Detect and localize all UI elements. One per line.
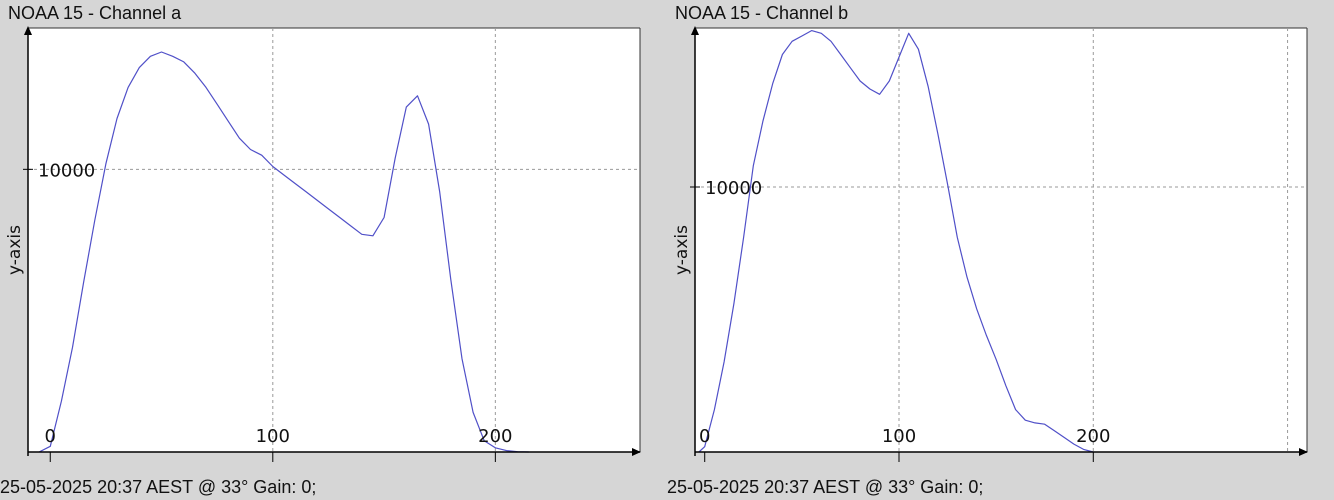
- x-tick-label: 0: [45, 426, 56, 447]
- chart-footer: 25-05-2025 20:37 AEST @ 33° Gain: 0;: [0, 477, 317, 497]
- y-tick-label: 10000: [38, 160, 95, 181]
- y-axis-arrow: [691, 26, 699, 35]
- x-tick-label: 0: [699, 426, 710, 447]
- chart-footer: 25-05-2025 20:37 AEST @ 33° Gain: 0;: [667, 477, 984, 497]
- x-axis-arrow: [632, 448, 641, 456]
- series-line: [38, 51, 529, 453]
- y-axis-label: y-axis: [5, 225, 25, 275]
- chart-panel-b: NOAA 15 - Channel b 0 100 200 10000 y-axis 2…: [667, 0, 1327, 500]
- y-axis-arrow: [24, 26, 32, 35]
- plot-area: [28, 28, 640, 452]
- x-axis-arrow: [1299, 448, 1308, 456]
- x-tick-label: 100: [256, 426, 290, 447]
- x-tick-label: 200: [1076, 426, 1110, 447]
- x-tick-label: 100: [882, 426, 916, 447]
- plot-svg-b: 0 100 200 10000 y-axis: [672, 26, 1308, 462]
- x-tick-label: 200: [478, 426, 512, 447]
- plot-area: [695, 28, 1307, 452]
- chart-title: NOAA 15 - Channel a: [8, 3, 182, 23]
- y-axis-label: y-axis: [672, 225, 692, 275]
- chart-title: NOAA 15 - Channel b: [675, 3, 849, 23]
- plot-svg-a: 0 100 200 10000 y-axis: [5, 26, 641, 462]
- series-line: [698, 30, 1094, 453]
- y-tick-label: 10000: [705, 178, 762, 199]
- chart-panel-a: NOAA 15 - Channel a 0 100 200 10000 y-axis 2…: [0, 0, 660, 500]
